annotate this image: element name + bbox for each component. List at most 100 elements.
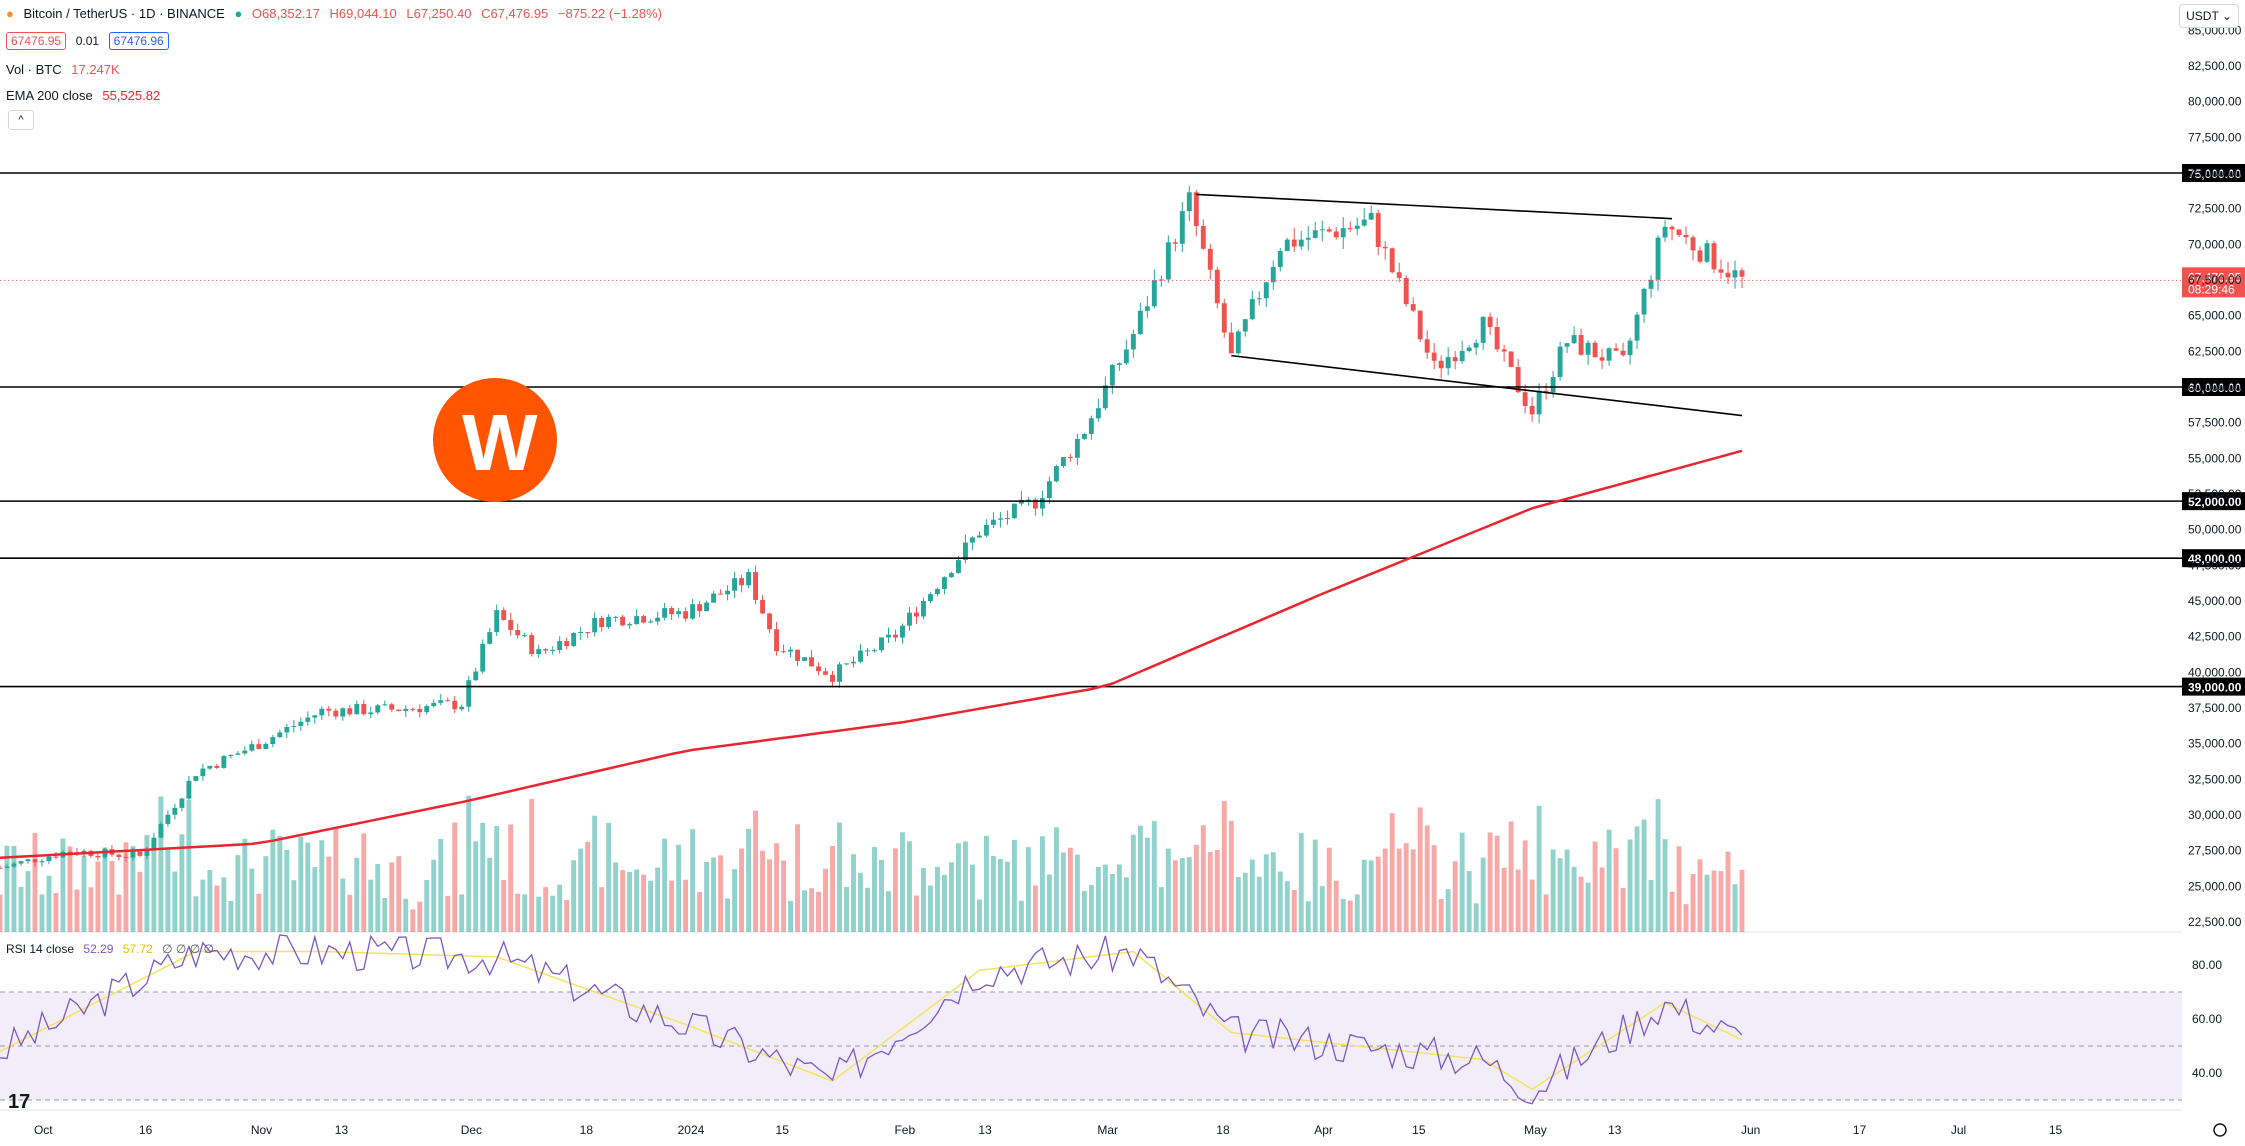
volume-bar: [599, 887, 605, 932]
volume-bar: [389, 862, 395, 932]
candle-body: [704, 602, 710, 612]
volume-bar: [1417, 807, 1423, 932]
candle-body: [333, 710, 339, 717]
candle-body: [1053, 466, 1059, 482]
volume-bar: [1732, 884, 1738, 932]
candle-body: [1732, 270, 1738, 278]
candle-body: [165, 814, 171, 824]
candle-body: [935, 588, 940, 595]
level-label-background: [2182, 492, 2245, 511]
candle-body: [1711, 243, 1717, 270]
candle-body: [767, 613, 773, 630]
volume-bar: [1123, 877, 1129, 932]
volume-bar: [1242, 872, 1248, 932]
candle-body: [1088, 418, 1094, 435]
candle-body: [1186, 192, 1192, 212]
volume-bar: [1193, 845, 1199, 932]
volume-bar: [711, 857, 717, 932]
candle-body: [53, 856, 59, 858]
volume-bar: [494, 826, 500, 932]
candle-body: [627, 624, 633, 626]
buy-button[interactable]: 67476.96: [108, 32, 169, 50]
volume-bar: [767, 859, 773, 932]
sell-button[interactable]: 67476.95: [6, 32, 67, 50]
candle-body: [1347, 228, 1353, 230]
volume-bar: [1718, 871, 1724, 932]
ema-label[interactable]: EMA 200 close: [6, 88, 93, 103]
candle-body: [816, 666, 821, 672]
volume-bar: [480, 822, 486, 932]
symbol-title[interactable]: Bitcoin / TetherUS · 1D · BINANCE: [23, 6, 225, 21]
volume-bar: [473, 841, 479, 932]
volume-bar: [795, 824, 800, 932]
volume-bar: [662, 838, 668, 932]
candle-body: [1319, 229, 1325, 231]
volume-bar: [634, 869, 640, 932]
candle-body: [781, 651, 786, 653]
market-open-icon: ●: [234, 6, 243, 21]
volume-bar: [1403, 843, 1409, 932]
candle-body: [732, 578, 738, 591]
candle-body: [452, 700, 458, 710]
volume-bar: [109, 861, 115, 932]
volume-bar: [1158, 887, 1164, 932]
collapse-legend-button[interactable]: ^: [8, 110, 34, 130]
candle-body: [1718, 269, 1724, 273]
volume-bar: [1354, 894, 1360, 932]
candle-body: [1571, 335, 1577, 344]
candle-body: [1606, 348, 1612, 361]
time-tick-label: Feb: [894, 1123, 915, 1137]
candle-body: [997, 518, 1003, 520]
volume-value: 17.247K: [71, 62, 120, 77]
price-tick-label: 72,500.00: [2188, 202, 2242, 216]
volume-bar: [683, 879, 689, 932]
volume-bar: [620, 870, 626, 932]
candle-body: [585, 631, 591, 633]
volume-bar: [592, 815, 598, 932]
volume-bar: [585, 841, 591, 932]
volume-bar: [858, 872, 863, 932]
candle-body: [1543, 390, 1549, 393]
candle-body: [550, 650, 556, 652]
candle-body: [1095, 408, 1101, 419]
volume-bar: [1662, 839, 1668, 932]
price-tick-label: 22,500.00: [2188, 915, 2242, 929]
volume-bar: [1536, 805, 1542, 932]
currency-select[interactable]: USDT ⌄: [2179, 4, 2239, 28]
volume-label[interactable]: Vol · BTC: [6, 62, 62, 77]
volume-bar: [872, 846, 877, 932]
rsi-label[interactable]: RSI 14 close: [6, 942, 75, 956]
time-tick-label: 15: [1412, 1123, 1426, 1137]
volume-bar: [256, 893, 262, 932]
candle-body: [95, 855, 101, 858]
volume-bar: [1228, 820, 1234, 932]
candle-body: [67, 851, 73, 853]
candle-body: [606, 616, 612, 628]
volume-bar: [1235, 877, 1241, 932]
candle-body: [1284, 239, 1290, 251]
price-tick-label: 75,000.00: [2188, 166, 2242, 180]
candle-body: [130, 851, 136, 858]
countdown-label: 08:29:46: [2188, 282, 2235, 296]
candle-body: [1361, 219, 1367, 226]
volume-bar: [1263, 854, 1269, 932]
candle-body: [0, 867, 3, 869]
candle-body: [823, 671, 828, 675]
candle-body: [25, 859, 31, 862]
price-tick-label: 82,500.00: [2188, 59, 2242, 73]
candle-body: [1025, 499, 1031, 501]
volume-bar: [1340, 898, 1346, 932]
rsi-extra: ∅ ∅ ∅ ∅: [162, 942, 214, 956]
candle-body: [1179, 211, 1185, 244]
candle-body: [1445, 357, 1451, 369]
volume-bar: [1137, 825, 1143, 932]
candle-body: [1613, 348, 1619, 351]
candle-body: [655, 617, 661, 622]
candle-body: [1123, 349, 1129, 364]
candle-body: [459, 706, 465, 710]
price-tick-label: 45,000.00: [2188, 594, 2242, 608]
price-tick-label: 60,000.00: [2188, 380, 2242, 394]
candle-body: [1522, 392, 1528, 406]
volume-bar: [1396, 848, 1402, 932]
